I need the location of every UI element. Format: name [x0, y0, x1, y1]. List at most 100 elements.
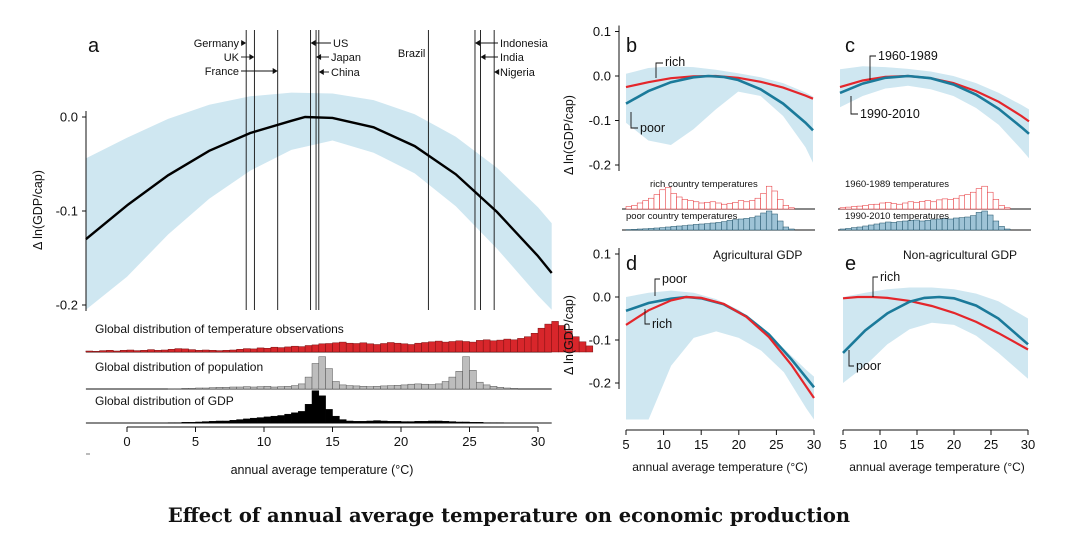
distribution-2-bar	[243, 418, 251, 424]
distribution-0-bar	[339, 341, 347, 353]
distribution-1-bar	[428, 384, 436, 390]
panel-c-1960-hist-bar	[964, 194, 971, 210]
panel-a-x-tick-label: 0	[123, 434, 130, 449]
panel-d-x-tick-label: 25	[769, 437, 783, 452]
panel-c-1960-hist-bar	[998, 205, 1005, 210]
panel-b-rich-hist-label: rich country temperatures	[650, 179, 758, 190]
panel-c-1990-hist-bar	[873, 223, 880, 231]
distribution-0-bar	[517, 338, 525, 353]
distribution-2-bar	[325, 409, 333, 424]
distribution-2-bar	[318, 395, 326, 424]
panel-b-rich-hist-bar	[777, 199, 784, 210]
distribution-2-bar	[421, 421, 429, 424]
distribution-1-bar	[270, 386, 278, 390]
distribution-0-bar	[263, 348, 272, 353]
distribution-0-bar	[332, 342, 340, 353]
distribution-1-bar	[256, 386, 265, 390]
distribution-0-bar	[578, 341, 587, 353]
panel-c-1960-leader	[869, 55, 876, 80]
panel-c-distributions	[838, 185, 1031, 231]
panel-e-title: Non-agricultural GDP	[903, 248, 1017, 262]
panel-d-x-tick-label: 15	[694, 437, 708, 452]
distribution-1-bar	[250, 386, 258, 390]
distribution-0-bar	[119, 350, 128, 353]
distribution-2-bar	[435, 420, 443, 424]
panel-b-rich-label: rich	[665, 55, 685, 69]
panel-a: Germany UK France US Japan China Brazil Indones…	[31, 30, 594, 477]
panel-b-rich-hist-bar	[653, 194, 660, 210]
distribution-label-0: Global distribution of temperature obser…	[95, 322, 344, 336]
distribution-1-bar	[455, 371, 463, 390]
panel-a-xlabel: annual average temperature (°C)	[231, 463, 414, 477]
panel-e-poor-label: poor	[856, 359, 881, 373]
distribution-2-bar	[448, 421, 457, 424]
panel-c-1960-hist-bar	[851, 206, 858, 210]
panel-b-poor-hist-bar	[754, 215, 761, 231]
distribution-0-bar	[167, 349, 176, 353]
arrow-head-icon	[474, 40, 480, 46]
distribution-1-bar	[476, 381, 484, 390]
panel-b-rich-hist-bar	[715, 202, 722, 210]
panel-b-y-tick-label: -0.1	[589, 113, 611, 128]
arrow-head-icon	[249, 54, 255, 60]
distribution-0-bar	[551, 321, 559, 353]
panel-c-1960-hist-bar	[902, 202, 909, 210]
distribution-0-bar	[318, 343, 326, 353]
distribution-0-bar	[113, 350, 121, 353]
panel-b-poor-hist-bar	[659, 227, 666, 231]
panel-d-y-tick-label: -0.2	[589, 376, 611, 391]
distribution-0-bar	[147, 349, 155, 353]
panel-c-1990-hist-bar	[919, 220, 926, 231]
figure-caption: Effect of annual average temperature on …	[167, 504, 851, 527]
distribution-2-bar	[277, 415, 285, 424]
panel-c-1960-hist-bar	[868, 204, 875, 210]
panel-d-rich-label: rich	[652, 317, 672, 331]
panel-b-y-tick-label: 0.0	[593, 69, 611, 84]
panel-b-ylabel: Δ ln(GDP/cap)	[562, 95, 576, 175]
panel-a-y-tick-label: -0.2	[56, 298, 78, 313]
panel-c-1990-hist-bar	[975, 212, 983, 231]
panel-d-xlabel: annual average temperature (°C)	[632, 460, 808, 474]
panel-c-1960-hist-bar	[958, 195, 966, 210]
distribution-1-bar	[304, 376, 313, 390]
distribution-2-bar	[366, 420, 374, 424]
distribution-2-bar	[284, 413, 292, 424]
country-label-uk: UK	[224, 52, 240, 64]
distribution-0-bar	[161, 349, 169, 353]
distribution-2-bar	[339, 419, 347, 424]
panel-b-rich-hist-bar	[642, 200, 649, 210]
panel-d-y-tick-label: 0.0	[593, 290, 611, 305]
distribution-0-bar	[421, 342, 429, 353]
country-label-germany: Germany	[194, 38, 240, 50]
distribution-0-bar	[380, 343, 388, 353]
distribution-0-bar	[428, 341, 436, 353]
distribution-2-bar	[476, 422, 484, 424]
panel-b-rich-hist-bar	[749, 200, 756, 210]
distribution-0-bar	[277, 347, 285, 353]
panel-a-x-tick-label: 20	[394, 434, 408, 449]
distribution-2-bar	[455, 421, 463, 424]
panel-c-1960-hist-bar	[987, 191, 994, 210]
distribution-2-bar	[345, 420, 354, 424]
panel-e-axes: 5 10 15 20 25 30	[839, 429, 1035, 452]
panel-b-rich-hist-bar	[648, 197, 655, 210]
panel-c-1990-hist-bar	[953, 217, 960, 231]
distribution-2-bar	[222, 420, 230, 424]
panel-b-rich-hist-bar	[709, 201, 716, 210]
distribution-1-bar	[188, 388, 196, 390]
distribution-0-bar	[140, 350, 148, 353]
panel-b-poor-leader	[630, 112, 638, 129]
panel-c-1960-label: 1960-1989	[878, 49, 938, 63]
panel-d-axes: 0.1 0.0 -0.1 -0.2 5 10 15 20 25 30	[589, 247, 822, 453]
distribution-1-bar	[469, 370, 477, 390]
panel-c-letter: c	[845, 35, 855, 57]
distribution-2-bar	[407, 421, 415, 424]
panel-c-1960-hist-bar	[856, 205, 863, 210]
panel-c-1990-hist-bar	[958, 217, 966, 231]
panel-d-x-tick-label: 5	[622, 437, 629, 452]
arrow-head-icon	[241, 40, 247, 46]
panel-b-poor-hist-label: poor country temperatures	[626, 211, 738, 222]
distribution-0-bar	[325, 343, 333, 353]
panel-b-distributions	[622, 185, 815, 231]
distribution-label-2: Global distribution of GDP	[95, 394, 234, 408]
